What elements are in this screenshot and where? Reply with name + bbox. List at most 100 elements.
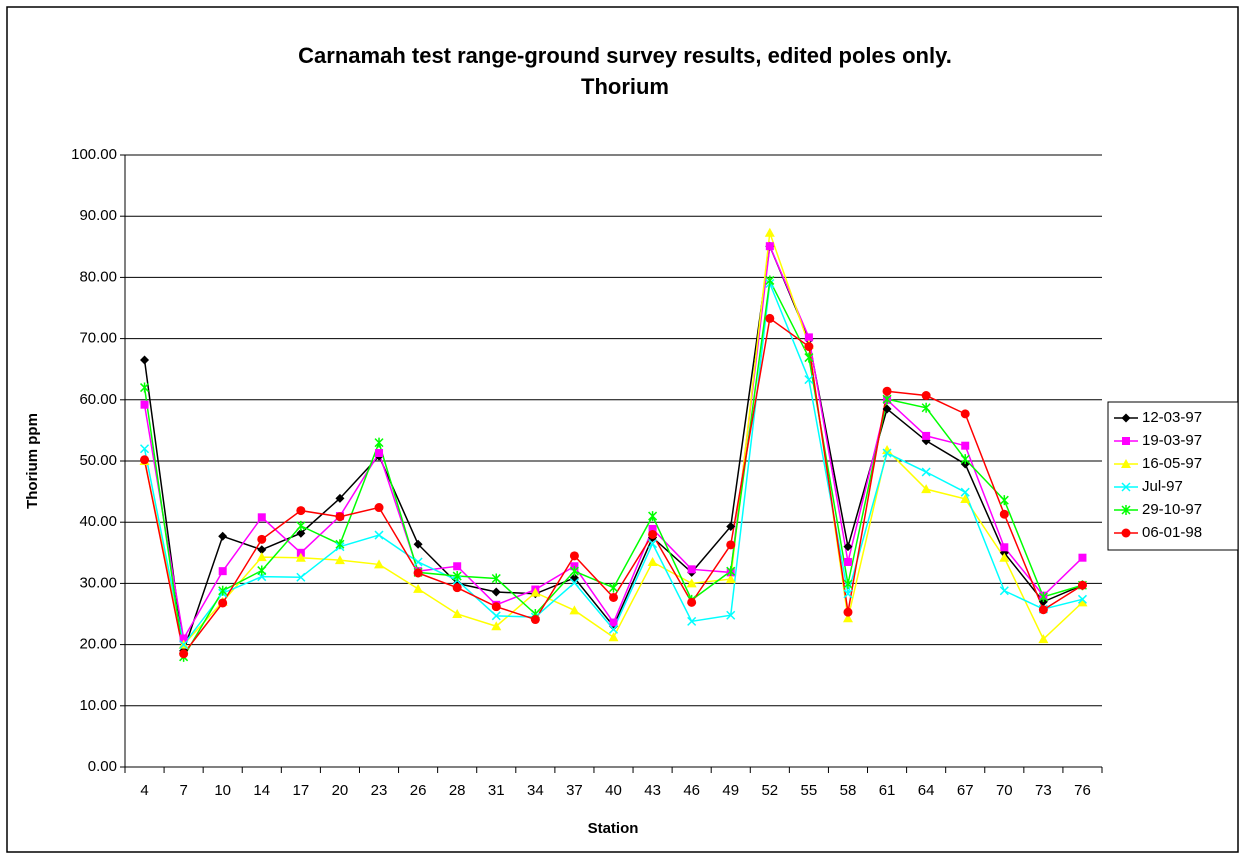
marker xyxy=(295,552,306,562)
marker xyxy=(296,520,306,531)
marker xyxy=(374,503,384,513)
marker xyxy=(921,467,931,477)
marker xyxy=(804,333,813,342)
x-tick-label: 55 xyxy=(801,782,818,799)
marker xyxy=(647,556,658,566)
marker xyxy=(491,573,501,584)
x-tick-label: 40 xyxy=(605,782,622,799)
marker xyxy=(491,621,502,631)
x-tick-label: 67 xyxy=(957,782,974,799)
marker xyxy=(1077,594,1087,604)
marker xyxy=(648,524,657,533)
marker xyxy=(1122,437,1130,445)
x-tick-label: 43 xyxy=(644,782,661,799)
marker xyxy=(1078,553,1087,562)
x-tick-label: 70 xyxy=(996,782,1013,799)
marker xyxy=(687,597,697,607)
marker xyxy=(374,559,385,569)
marker xyxy=(1038,634,1049,644)
legend-label: 16-05-97 xyxy=(1142,455,1202,472)
marker xyxy=(882,386,892,396)
x-tick-label: 7 xyxy=(179,782,187,799)
marker xyxy=(257,534,267,544)
x-tick-label: 23 xyxy=(371,782,388,799)
y-tick-label: 80.00 xyxy=(79,268,117,285)
x-tick-label: 46 xyxy=(683,782,700,799)
marker xyxy=(726,566,736,577)
x-tick-label: 20 xyxy=(332,782,349,799)
marker xyxy=(961,441,970,450)
marker xyxy=(1077,597,1088,607)
marker xyxy=(140,355,150,365)
marker xyxy=(765,242,774,251)
x-tick-label: 34 xyxy=(527,782,544,799)
marker xyxy=(413,539,423,549)
y-tick-label: 60.00 xyxy=(79,391,117,408)
marker xyxy=(609,592,618,602)
marker xyxy=(999,586,1009,596)
marker xyxy=(804,375,814,385)
marker xyxy=(999,495,1009,506)
marker xyxy=(1121,482,1131,492)
marker xyxy=(1121,459,1131,468)
marker xyxy=(257,565,267,576)
marker xyxy=(608,624,619,634)
y-axis-title: Thorium ppm xyxy=(24,413,41,509)
marker xyxy=(765,313,775,323)
marker xyxy=(1000,543,1009,552)
x-tick-label: 52 xyxy=(761,782,778,799)
marker xyxy=(921,484,932,494)
marker xyxy=(1038,605,1048,615)
marker xyxy=(452,571,462,582)
x-tick-label: 58 xyxy=(840,782,857,799)
marker xyxy=(648,529,658,539)
marker xyxy=(843,579,853,590)
marker xyxy=(843,607,853,617)
marker xyxy=(804,352,814,363)
marker xyxy=(960,454,970,465)
x-tick-label: 49 xyxy=(722,782,739,799)
chart-title: Carnamah test range-ground survey result… xyxy=(298,43,952,68)
marker xyxy=(1121,413,1131,423)
legend-label: Jul-97 xyxy=(1142,478,1183,495)
marker xyxy=(843,557,852,566)
marker xyxy=(842,613,853,623)
legend-box xyxy=(1107,401,1239,551)
marker xyxy=(569,605,580,615)
marker xyxy=(491,602,501,612)
marker xyxy=(725,574,736,584)
marker xyxy=(1077,580,1087,590)
marker xyxy=(218,567,227,576)
marker xyxy=(335,493,345,503)
y-tick-label: 90.00 xyxy=(79,207,117,224)
x-tick-label: 61 xyxy=(879,782,896,799)
marker xyxy=(608,632,619,642)
y-tick-label: 20.00 xyxy=(79,636,117,653)
marker xyxy=(374,437,384,448)
marker xyxy=(179,640,189,650)
x-tick-label: 4 xyxy=(140,782,148,799)
marker xyxy=(296,506,306,516)
x-tick-label: 14 xyxy=(253,782,270,799)
marker xyxy=(375,449,384,458)
marker xyxy=(921,391,931,401)
marker xyxy=(687,616,697,626)
marker xyxy=(608,582,619,593)
marker xyxy=(413,568,423,578)
marker xyxy=(257,545,267,555)
marker xyxy=(882,404,892,414)
marker xyxy=(140,444,150,454)
marker xyxy=(140,400,149,409)
marker xyxy=(296,528,306,538)
marker xyxy=(1121,528,1131,538)
marker xyxy=(726,540,736,550)
y-tick-label: 0.00 xyxy=(88,758,117,775)
y-tick-label: 40.00 xyxy=(79,513,117,530)
marker xyxy=(569,578,579,588)
marker xyxy=(140,455,150,465)
x-tick-label: 64 xyxy=(918,782,935,799)
marker xyxy=(726,610,736,620)
x-tick-label: 31 xyxy=(488,782,505,799)
marker xyxy=(922,431,931,440)
